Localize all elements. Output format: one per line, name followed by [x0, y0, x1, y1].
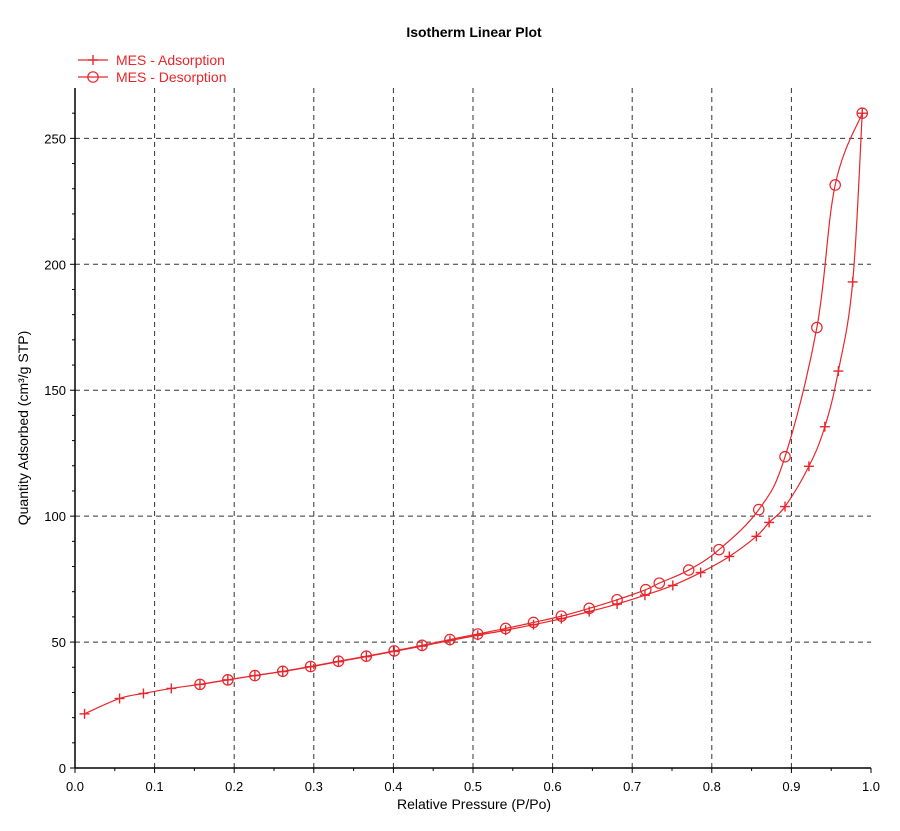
x-tick-label: 0.6	[544, 779, 562, 794]
legend-marker	[88, 55, 98, 65]
axes: 0.0 0.1 0.2 0.3 0.4 0.5 0.6 0.7 0.8 0.9 1.0 0 50 100 1…	[44, 88, 880, 794]
y-tick-label: 0	[59, 761, 66, 776]
y-tick-label: 150	[44, 383, 66, 398]
x-tick-label: 0.4	[384, 779, 402, 794]
x-tick-label: 1.0	[862, 779, 880, 794]
data-point-plus	[166, 683, 177, 694]
data-point-circle	[713, 543, 725, 556]
x-tick-label: 0.5	[464, 779, 482, 794]
legend-item: MES - Adsorption	[78, 52, 225, 68]
x-tick-label: 0.2	[225, 779, 243, 794]
data-point-plus	[667, 580, 678, 591]
data-point-plus	[764, 517, 775, 528]
data-point-circle	[779, 450, 791, 463]
data-point-circle	[499, 622, 512, 635]
data-point-circle	[829, 179, 841, 191]
data-point-plus	[79, 708, 90, 719]
legend-marker	[87, 71, 99, 83]
y-tick-label: 250	[44, 131, 66, 146]
legend-label: MES - Adsorption	[116, 52, 225, 68]
data-point-circle	[653, 577, 666, 589]
data-point-plus	[751, 531, 762, 542]
y-axis-title: Quantity Adsorbed (cm³/g STP)	[15, 331, 31, 526]
series-layer	[79, 107, 869, 719]
data-point-circle	[222, 674, 234, 686]
data-point-plus	[114, 693, 125, 704]
series-desorption	[194, 107, 869, 691]
data-point-circle	[555, 610, 568, 622]
data-point-circle	[444, 633, 456, 646]
data-point-plus	[803, 461, 814, 472]
legend-item: MES - Desorption	[78, 69, 226, 85]
chart-title: Isotherm Linear Plot	[406, 24, 542, 40]
grid	[75, 88, 871, 768]
data-point-circle	[682, 564, 695, 576]
y-tick-label: 200	[44, 257, 66, 272]
series-line	[199, 112, 863, 685]
data-point-plus	[819, 421, 830, 432]
x-tick-label: 0.0	[66, 779, 84, 794]
data-point-circle	[856, 107, 869, 119]
data-point-circle	[611, 593, 623, 606]
data-point-circle	[304, 660, 317, 673]
y-tick-label: 100	[44, 509, 66, 524]
x-axis-title: Relative Pressure (P/Po)	[397, 796, 551, 812]
data-point-plus	[724, 551, 735, 562]
data-point-circle	[583, 602, 596, 615]
data-point-plus	[833, 366, 844, 377]
data-point-circle	[416, 639, 428, 652]
legend-label: MES - Desorption	[116, 69, 226, 85]
data-point-plus	[847, 276, 858, 287]
data-point-circle	[332, 655, 345, 668]
x-tick-label: 0.1	[146, 779, 164, 794]
data-point-circle	[639, 583, 652, 596]
data-point-circle	[811, 321, 823, 334]
x-tick-label: 0.8	[703, 779, 721, 794]
data-point-circle	[360, 650, 373, 662]
data-point-circle	[276, 665, 289, 678]
data-point-circle	[527, 616, 540, 629]
data-point-plus	[138, 688, 149, 699]
data-point-plus	[556, 613, 567, 624]
x-tick-label: 0.3	[305, 779, 323, 794]
data-point-circle	[388, 645, 400, 657]
x-tick-label: 0.9	[782, 779, 800, 794]
data-point-circle	[249, 669, 261, 682]
data-point-circle	[752, 503, 765, 516]
data-point-circle	[194, 678, 206, 691]
y-tick-label: 50	[52, 635, 66, 650]
data-point-circle	[471, 628, 484, 640]
data-point-plus	[695, 567, 706, 578]
x-tick-label: 0.7	[623, 779, 641, 794]
data-point-plus	[780, 501, 791, 512]
